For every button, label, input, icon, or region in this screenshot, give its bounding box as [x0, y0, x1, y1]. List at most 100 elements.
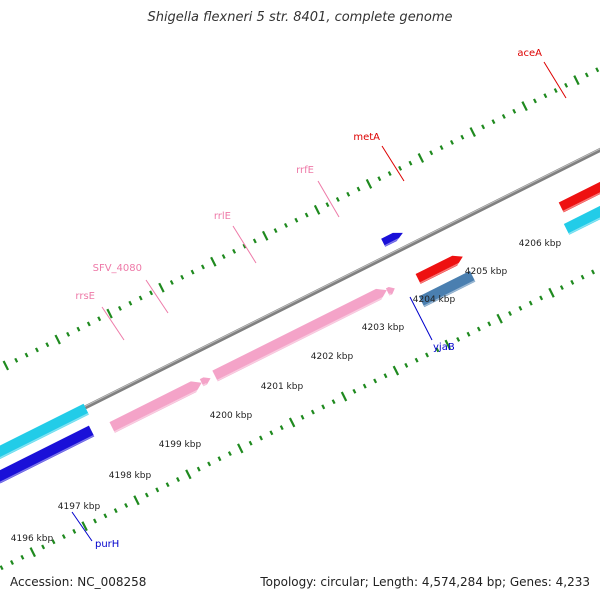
tick-mark — [138, 295, 143, 301]
feature-labels: purH rrsE SFV_4080 rrlE rrfE yjaB metA aceA — [75, 48, 542, 550]
tick-mark — [165, 482, 170, 488]
tick-mark — [518, 305, 523, 311]
tick-mark — [532, 98, 537, 104]
tick-mark — [0, 565, 4, 571]
tick-mark — [24, 352, 29, 358]
ruler-label: 4199 kbp — [159, 440, 202, 450]
tick-mark — [221, 254, 226, 259]
block-highlight — [202, 382, 207, 387]
tick-mark — [106, 308, 113, 319]
tick-mark — [321, 404, 326, 410]
tick-mark — [113, 508, 118, 514]
tick-mark — [325, 202, 330, 208]
feature-label-metA[interactable]: metA — [353, 132, 380, 143]
tick-mark — [227, 451, 232, 457]
ruler-label: 4201 kbp — [261, 382, 304, 392]
tick-mark — [304, 212, 309, 218]
tick-mark — [86, 321, 91, 327]
feature-blocks — [0, 181, 600, 484]
tick-mark — [584, 72, 589, 78]
tick-mark — [185, 469, 192, 480]
purH-leader-line — [71, 511, 93, 542]
tick-mark — [41, 544, 46, 550]
feature-label-rrfE[interactable]: rrfE — [296, 165, 314, 176]
feature-label-rrsE[interactable]: rrsE — [75, 291, 95, 302]
block-highlight — [423, 280, 476, 307]
tick-mark — [408, 160, 413, 166]
rrsE-block — [109, 381, 202, 433]
tick-mark — [570, 279, 575, 285]
block-highlight — [568, 217, 600, 235]
tick-mark — [97, 316, 102, 322]
tick-mark — [429, 150, 434, 156]
tick-mark — [261, 230, 269, 241]
tick-mark — [331, 399, 336, 405]
tick-mark — [72, 528, 77, 534]
tick-mark — [476, 326, 481, 332]
ruler-label: 4203 kbp — [362, 323, 405, 333]
tick-mark — [158, 282, 165, 293]
tick-mark — [300, 414, 305, 420]
tick-mark — [61, 534, 66, 540]
block-highlight — [114, 389, 199, 433]
tick-mark — [377, 176, 382, 182]
tick-mark — [237, 443, 244, 454]
tick-mark — [279, 425, 284, 431]
accession-text: Accession: NC_008258 — [10, 575, 147, 589]
tick-mark — [76, 326, 81, 332]
ruler-labels: 4196 kbp 4197 kbp 4198 kbp 4199 kbp 4200 kbp… — [11, 239, 562, 544]
block-highlight — [0, 434, 95, 484]
tick-mark — [196, 466, 201, 472]
ruler-label: 4202 kbp — [311, 352, 354, 362]
tick-mark — [404, 362, 409, 368]
tick-mark — [417, 153, 425, 163]
tick-mark — [54, 334, 61, 345]
tick-mark — [553, 88, 558, 93]
feature-label-rrlE[interactable]: rrlE — [214, 211, 231, 222]
tick-row-outer — [0, 269, 595, 571]
tick-mark — [449, 139, 454, 145]
tick-mark — [242, 243, 247, 249]
block-highlight — [388, 293, 392, 296]
tick-mark — [487, 321, 492, 327]
tick-mark — [548, 287, 555, 298]
tick-mark — [51, 539, 56, 545]
tick-mark — [521, 101, 528, 112]
tick-mark — [508, 311, 512, 316]
tick-mark — [210, 256, 217, 267]
feature-label-yjaB[interactable]: yjaB — [433, 342, 455, 353]
tick-mark — [564, 82, 569, 88]
feature-label-aceA[interactable]: aceA — [517, 48, 542, 59]
tick-mark — [444, 339, 451, 350]
block-highlight — [419, 262, 460, 284]
tick-mark — [149, 290, 154, 296]
tick-mark — [259, 435, 263, 441]
tick-mark — [180, 274, 185, 280]
tick-mark — [81, 521, 88, 532]
block-highlight — [384, 238, 400, 247]
tick-mark — [10, 560, 14, 565]
yjaB-block — [381, 232, 403, 247]
feature-label-purH[interactable]: purH — [95, 539, 119, 550]
tick-mark — [117, 305, 122, 311]
label-leaders — [71, 61, 567, 542]
tick-mark — [232, 248, 237, 254]
tick-mark — [559, 285, 564, 291]
tick-mark — [335, 197, 340, 202]
tick-marks — [0, 67, 600, 571]
tick-mark — [169, 280, 174, 285]
tick-mark — [20, 554, 25, 560]
tick-mark — [66, 331, 71, 337]
cyan-cds-block-left — [0, 403, 89, 459]
tick-mark — [491, 119, 496, 125]
rrsE-leader-line — [101, 306, 125, 341]
tick-mark — [14, 357, 19, 363]
tick-mark — [207, 461, 212, 467]
tick-mark — [29, 547, 36, 558]
tick-mark — [103, 513, 108, 519]
tick-mark — [352, 388, 357, 394]
feature-label-SFV_4080[interactable]: SFV_4080 — [93, 263, 142, 274]
tick-mark — [362, 383, 367, 389]
metA-leader-line — [381, 145, 405, 182]
